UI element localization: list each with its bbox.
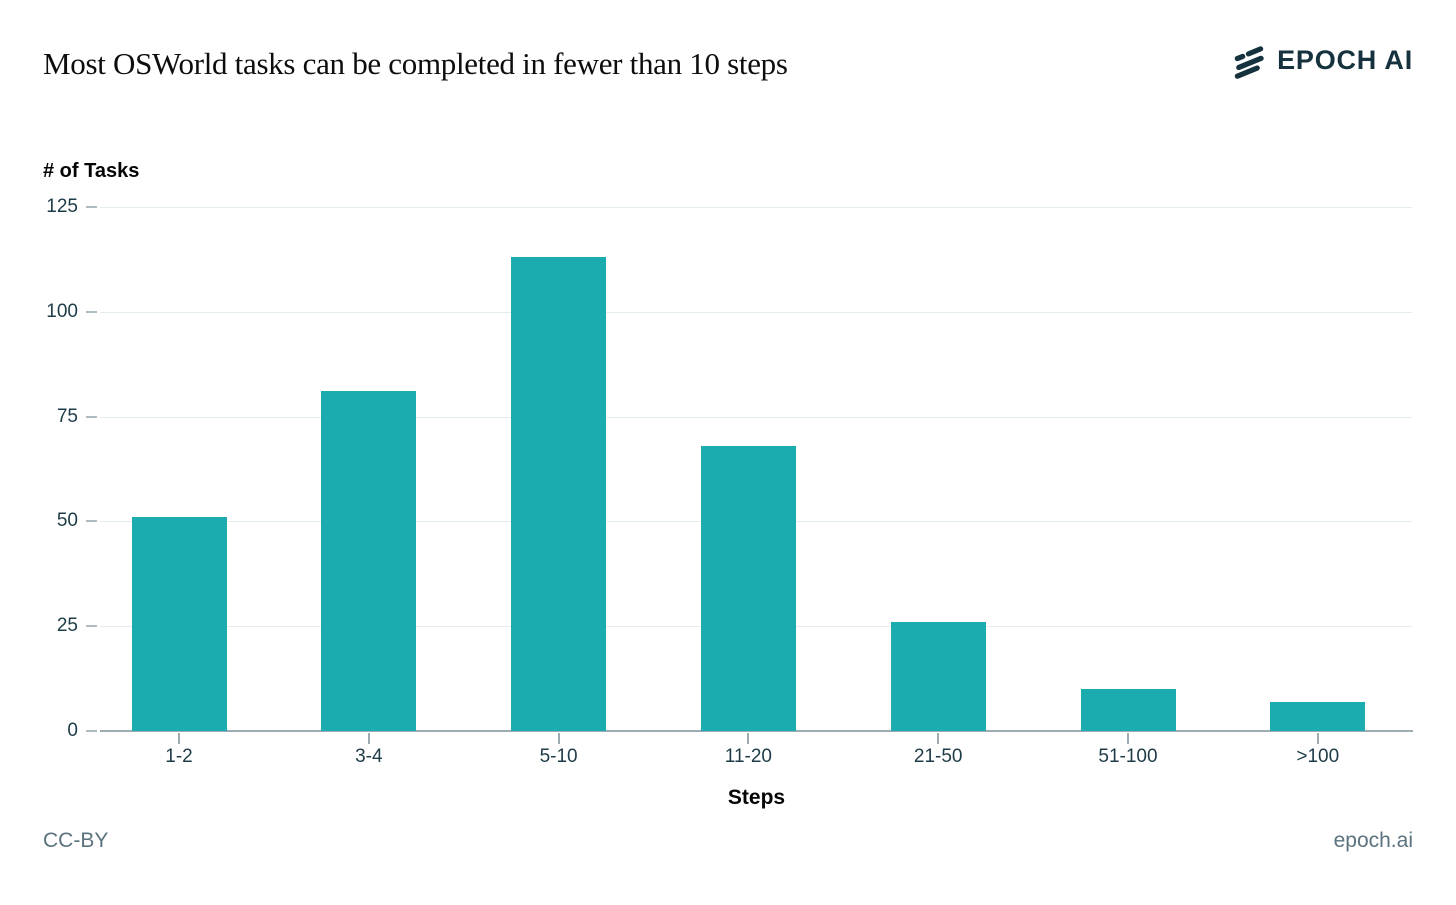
x-tick-label: >100: [1296, 746, 1340, 767]
bar-1-2: [131, 517, 227, 731]
y-tick-label: 75: [56, 405, 78, 427]
bar-11-20: [700, 445, 796, 731]
y-tick-25: [86, 625, 97, 628]
footer-license: CC-BY: [43, 829, 109, 852]
x-tick-label: 21-50: [913, 746, 963, 767]
y-tick-125: [86, 206, 97, 208]
x-tick-5-10: [557, 733, 560, 744]
y-tick-label: 100: [46, 300, 78, 322]
bar-51-100: [1080, 689, 1176, 731]
x-tick-51-100: [1127, 733, 1129, 744]
footer-site-link: epoch.ai: [1333, 829, 1413, 852]
y-tick-label: 50: [56, 510, 78, 532]
y-axis-title: # of Tasks: [43, 160, 140, 182]
x-tick-11-20: [747, 733, 750, 744]
x-axis-baseline: [100, 730, 1413, 732]
epoch-ai-logo: EPOCH AI: [1233, 40, 1413, 80]
y-tick-75: [86, 415, 97, 418]
y-tick-0: [86, 730, 97, 732]
x-tick->100: [1316, 733, 1319, 744]
x-tick-label: 51-100: [1098, 746, 1158, 767]
bar-5-10: [511, 257, 607, 731]
x-tick-3-4: [367, 733, 370, 744]
bar->100: [1270, 701, 1366, 731]
bar-3-4: [321, 391, 417, 731]
y-tick-label: 0: [67, 720, 78, 741]
y-tick-50: [86, 520, 97, 523]
x-tick-label: 5-10: [539, 746, 578, 767]
y-tick-label: 125: [46, 196, 78, 217]
x-tick-label: 3-4: [355, 746, 383, 767]
x-tick-21-50: [937, 733, 940, 744]
y-tick-label: 25: [56, 615, 78, 637]
x-axis-title: Steps: [727, 786, 786, 809]
x-tick-label: 11-20: [724, 746, 772, 767]
chart-title: Most OSWorld tasks can be completed in f…: [43, 46, 788, 81]
bar-21-50: [890, 622, 986, 731]
epoch-slashes-icon: [1233, 40, 1264, 80]
y-tick-100: [86, 310, 97, 313]
gridline-100: [100, 311, 1412, 313]
gridline-75: [100, 416, 1412, 418]
epoch-ai-wordmark: EPOCH AI: [1277, 44, 1413, 75]
x-tick-label: 1-2: [165, 746, 193, 767]
gridline-125: [100, 207, 1412, 208]
x-tick-1-2: [178, 733, 180, 744]
